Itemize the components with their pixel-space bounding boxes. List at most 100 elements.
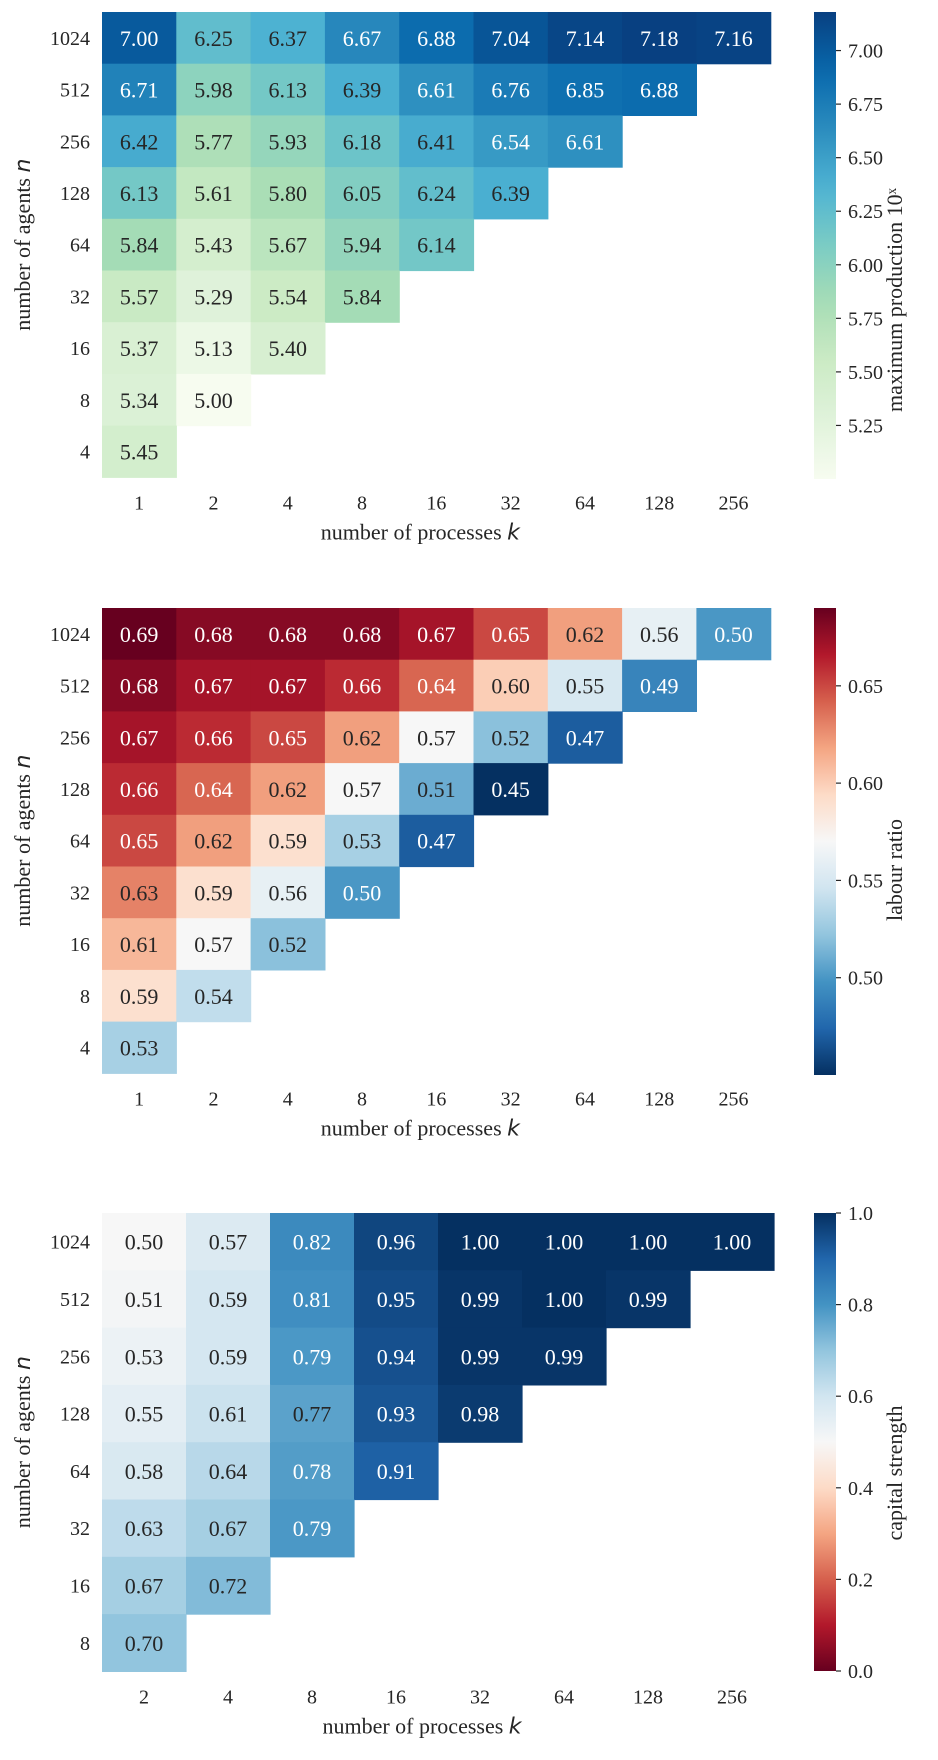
cell-value-label: 0.99 bbox=[461, 1344, 500, 1369]
heatmap-cell bbox=[399, 12, 475, 65]
y-tick-label: 256 bbox=[60, 727, 90, 749]
x-tick-label: 4 bbox=[283, 1088, 293, 1110]
y-tick-label: 512 bbox=[60, 1289, 90, 1311]
cell-value-label: 0.59 bbox=[120, 984, 159, 1009]
colorbar-label: capital strength bbox=[882, 1405, 907, 1540]
y-tick-label: 16 bbox=[70, 934, 90, 956]
x-tick-label: 256 bbox=[719, 1088, 749, 1110]
cell-value-label: 5.37 bbox=[120, 336, 159, 361]
cell-value-label: 1.00 bbox=[545, 1230, 584, 1255]
y-tick-label: 16 bbox=[70, 1575, 90, 1597]
y-tick-label: 512 bbox=[60, 80, 90, 102]
cell-value-label: 0.94 bbox=[377, 1344, 416, 1369]
colorbar bbox=[814, 608, 836, 1075]
colorbar-tick-label: 5.75 bbox=[848, 308, 883, 330]
cell-value-label: 1.00 bbox=[461, 1230, 500, 1255]
heatmap-cell bbox=[176, 969, 252, 1023]
cell-value-label: 0.78 bbox=[293, 1459, 332, 1484]
heatmap-cell bbox=[102, 608, 177, 661]
heatmap-cell bbox=[270, 1384, 355, 1443]
heatmap-cell bbox=[324, 659, 400, 712]
heatmap-cell bbox=[324, 763, 400, 816]
heatmap-cell bbox=[250, 918, 326, 971]
cell-value-label: 5.67 bbox=[269, 233, 308, 258]
x-tick-label: 4 bbox=[223, 1686, 233, 1708]
heatmap-cell bbox=[250, 659, 326, 712]
cell-value-label: 0.65 bbox=[491, 622, 530, 647]
colorbar-tick-label: 6.00 bbox=[848, 255, 883, 277]
cell-value-label: 0.68 bbox=[269, 622, 308, 647]
cell-value-label: 0.53 bbox=[343, 829, 382, 854]
heatmap-cell bbox=[176, 373, 252, 427]
cell-value-label: 6.61 bbox=[417, 78, 456, 103]
cell-value-label: 0.61 bbox=[209, 1402, 248, 1427]
cell-value-label: 5.40 bbox=[269, 336, 308, 361]
heatmap-cell bbox=[354, 1327, 439, 1386]
heatmap-cell bbox=[102, 12, 177, 65]
heatmap-cell bbox=[250, 322, 326, 375]
cell-value-label: 0.47 bbox=[417, 829, 456, 854]
heatmap-cell bbox=[250, 115, 326, 168]
heatmap-cell bbox=[438, 1270, 523, 1329]
heatmap-cell bbox=[547, 63, 623, 116]
x-tick-label: 32 bbox=[501, 1088, 521, 1110]
cell-value-label: 5.93 bbox=[269, 129, 308, 154]
heatmap-cell bbox=[270, 1270, 355, 1329]
cell-value-label: 0.62 bbox=[194, 829, 233, 854]
cell-value-label: 0.59 bbox=[194, 880, 233, 905]
heatmap-cell bbox=[522, 1213, 607, 1271]
colorbar-tick-label: 6.25 bbox=[848, 201, 883, 223]
heatmap-cell bbox=[102, 866, 177, 919]
x-tick-label: 64 bbox=[575, 1088, 595, 1110]
cell-value-label: 0.67 bbox=[194, 674, 233, 699]
cell-value-label: 7.16 bbox=[714, 26, 753, 51]
cell-value-label: 5.13 bbox=[194, 336, 233, 361]
colorbar-tick-label: 0.55 bbox=[848, 870, 883, 892]
x-tick-label: 128 bbox=[633, 1686, 663, 1708]
heatmap-cell bbox=[399, 711, 475, 764]
cell-value-label: 6.61 bbox=[566, 129, 605, 154]
colorbar-tick-label: 5.25 bbox=[848, 415, 883, 437]
heatmap-cell bbox=[250, 218, 326, 272]
cell-value-label: 0.99 bbox=[545, 1344, 584, 1369]
heatmap-cell bbox=[324, 814, 400, 868]
x-axis-label: number of processes k bbox=[322, 1713, 522, 1739]
heatmap-cell bbox=[399, 814, 475, 868]
colorbar-tick-label: 0.60 bbox=[848, 773, 883, 795]
heatmap-cell bbox=[102, 322, 177, 375]
heatmap-cell bbox=[622, 63, 697, 116]
cell-value-label: 0.55 bbox=[125, 1402, 164, 1427]
cell-value-label: 0.63 bbox=[125, 1516, 164, 1541]
heatmap-cell bbox=[399, 608, 475, 661]
cell-value-label: 0.67 bbox=[125, 1573, 164, 1598]
x-tick-label: 32 bbox=[501, 492, 521, 514]
cell-value-label: 0.56 bbox=[269, 880, 308, 905]
colorbar-tick-label: 0.0 bbox=[848, 1661, 873, 1683]
cell-value-label: 6.88 bbox=[417, 26, 456, 51]
colorbar-label: maximum production 10ˣ bbox=[882, 187, 907, 412]
cell-value-label: 0.62 bbox=[343, 725, 382, 750]
heatmap-cell bbox=[102, 425, 177, 478]
heatmap-cell bbox=[250, 270, 326, 323]
cell-value-label: 0.66 bbox=[343, 674, 382, 699]
heatmap-cell bbox=[102, 1021, 177, 1074]
labour-ratio-heatmap: 0.69 0.68 0.68 0.68 0.67 0.65 0.62 0.56 0.50 0.68… bbox=[10, 608, 907, 1141]
heatmap-cell bbox=[473, 167, 549, 220]
heatmap-cell bbox=[606, 1213, 691, 1271]
cell-value-label: 0.96 bbox=[377, 1230, 416, 1255]
x-tick-label: 64 bbox=[554, 1686, 574, 1708]
heatmap-cell bbox=[176, 270, 252, 323]
colorbar-tick-label: 5.50 bbox=[848, 362, 883, 384]
cell-value-label: 5.34 bbox=[120, 388, 159, 413]
x-tick-label: 2 bbox=[208, 492, 218, 514]
heatmap-cell bbox=[186, 1384, 271, 1443]
heatmap-cell bbox=[102, 1556, 187, 1615]
heatmap-cell bbox=[102, 373, 177, 427]
heatmap-cell bbox=[324, 866, 400, 919]
heatmap-cell bbox=[176, 711, 252, 764]
cell-value-label: 0.91 bbox=[377, 1459, 416, 1484]
x-tick-label: 8 bbox=[357, 1088, 367, 1110]
cell-value-label: 0.64 bbox=[194, 777, 233, 802]
heatmap-cell bbox=[186, 1327, 271, 1386]
cell-value-label: 0.67 bbox=[120, 725, 159, 750]
